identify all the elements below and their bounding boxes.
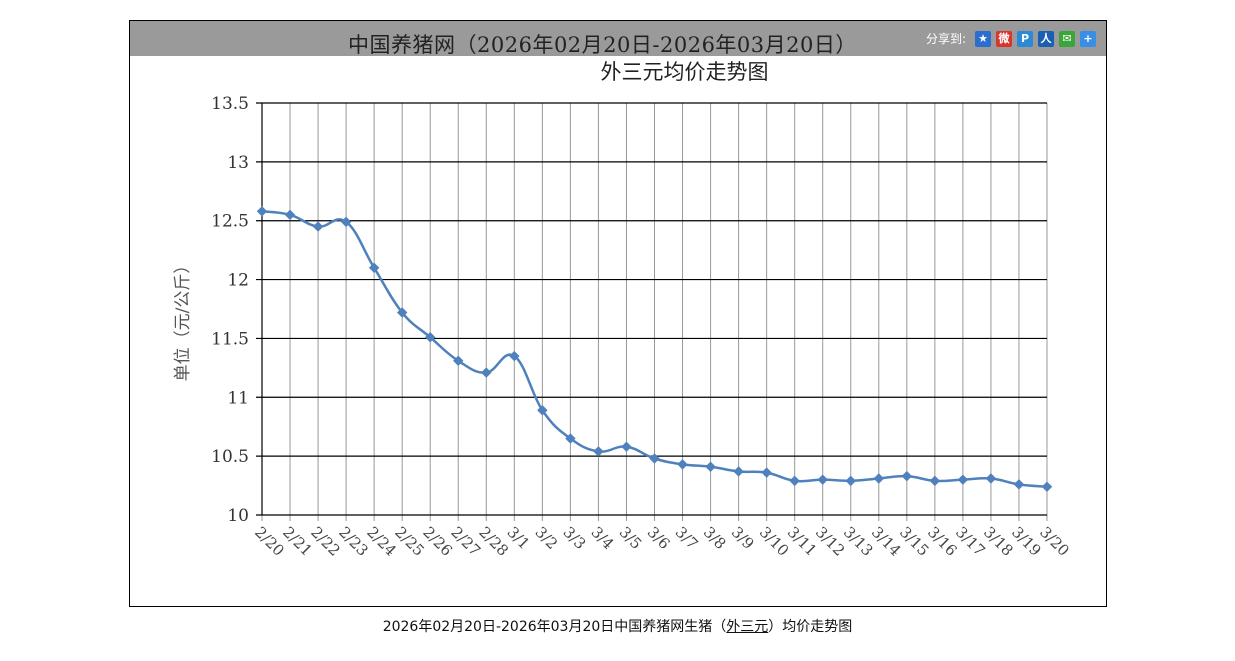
more-share-icon[interactable]: + — [1080, 30, 1096, 47]
x-tick-label: 3/20 — [1036, 523, 1073, 560]
weibo-icon[interactable]: 微 — [996, 30, 1012, 47]
data-point — [649, 453, 660, 464]
chart-frame: 中国养猪网（2026年02月20日-2026年03月20日） 分享到: ★ 微 P 人… — [129, 20, 1107, 607]
data-point — [733, 466, 744, 477]
data-point — [593, 446, 604, 457]
y-tick-label: 12 — [227, 271, 249, 291]
x-tick-label: 2/22 — [307, 523, 344, 560]
share-bar: 分享到: ★ 微 P 人 ✉ + — [926, 30, 1096, 47]
data-point — [312, 221, 324, 232]
caption-link[interactable]: 外三元 — [726, 619, 769, 635]
data-point — [256, 206, 268, 217]
x-tick-label: 2/27 — [447, 523, 484, 560]
y-tick-label: 12.5 — [211, 212, 249, 232]
data-point — [901, 470, 913, 482]
data-point — [340, 216, 352, 228]
x-tick-label: 3/3 — [560, 523, 590, 553]
data-point — [368, 262, 380, 274]
x-tick-label: 3/14 — [868, 523, 905, 560]
data-point — [565, 433, 576, 444]
x-tick-label: 3/7 — [672, 523, 702, 553]
y-tick-label: 11 — [227, 388, 249, 408]
data-point — [789, 475, 800, 487]
data-point — [284, 209, 296, 221]
renren-icon[interactable]: 人 — [1038, 30, 1054, 47]
data-point — [621, 441, 632, 452]
y-tick-label: 11.5 — [211, 329, 249, 349]
x-tick-label: 3/6 — [644, 523, 674, 553]
data-point — [705, 461, 716, 472]
data-point — [481, 367, 492, 378]
data-point — [396, 307, 408, 318]
chart-header-bar: 中国养猪网（2026年02月20日-2026年03月20日） 分享到: ★ 微 P 人… — [130, 21, 1106, 57]
y-tick-label: 13 — [227, 153, 249, 173]
data-point — [873, 473, 884, 484]
header-title: 中国养猪网（2026年02月20日-2026年03月20日） — [348, 33, 857, 57]
data-point — [957, 474, 969, 485]
data-point — [677, 459, 688, 470]
data-point — [1013, 479, 1025, 490]
x-tick-label: 3/10 — [756, 523, 793, 560]
wechat-icon[interactable]: ✉ — [1059, 30, 1075, 47]
x-tick-label: 2/26 — [419, 523, 456, 560]
x-tick-label: 2/25 — [391, 523, 428, 560]
x-tick-label: 3/9 — [728, 523, 758, 553]
data-point — [817, 474, 828, 485]
y-tick-label: 10.5 — [211, 447, 249, 467]
x-tick-label: 2/28 — [475, 523, 512, 560]
x-tick-label: 3/17 — [952, 523, 989, 560]
x-tick-label: 3/5 — [616, 523, 646, 553]
qzone-icon[interactable]: ★ — [975, 30, 991, 47]
data-point — [929, 475, 941, 487]
tencent-weibo-icon[interactable]: P — [1017, 30, 1033, 47]
data-point — [1041, 481, 1053, 492]
caption-prefix: 2026年02月20日-2026年03月20日中国养猪网生猪（ — [382, 619, 727, 635]
x-tick-label: 2/20 — [251, 523, 288, 560]
share-label: 分享到: — [925, 32, 966, 46]
line-chart: 外三元均价走势图 10 10.5 11 11.5 12 12.5 13 13.5 单位（元/公斤）… — [173, 60, 1073, 560]
x-tick-label: 3/4 — [588, 523, 618, 553]
y-axis-label: 单位（元/公斤） — [173, 257, 193, 382]
data-point — [453, 355, 464, 367]
x-tick-label: 3/12 — [812, 523, 849, 560]
x-tick-label: 2/23 — [335, 523, 372, 560]
x-tick-label: 2/24 — [363, 523, 400, 560]
x-tick-label: 3/11 — [784, 523, 821, 560]
data-point — [761, 467, 772, 478]
y-tick-label: 13.5 — [211, 94, 249, 114]
chart-title: 外三元均价走势图 — [601, 60, 769, 84]
caption-suffix: ）均价走势图 — [768, 619, 853, 635]
data-point — [425, 332, 436, 343]
x-tick-label: 3/18 — [980, 523, 1017, 560]
x-tick-label: 2/21 — [279, 523, 316, 560]
x-tick-label: 3/2 — [532, 523, 562, 553]
x-tick-label: 3/16 — [924, 523, 961, 560]
y-tick-label: 10 — [227, 506, 249, 526]
x-tick-label: 3/13 — [840, 523, 877, 560]
x-tick-label: 3/15 — [896, 523, 933, 560]
data-point — [537, 405, 548, 416]
x-tick-label: 3/8 — [700, 523, 730, 553]
data-point — [509, 350, 520, 362]
x-tick-label: 3/19 — [1008, 523, 1045, 560]
chart-caption: 2026年02月20日-2026年03月20日中国养猪网生猪（外三元）均价走势图 — [0, 616, 1235, 636]
data-point — [985, 473, 997, 484]
data-point — [845, 475, 856, 487]
